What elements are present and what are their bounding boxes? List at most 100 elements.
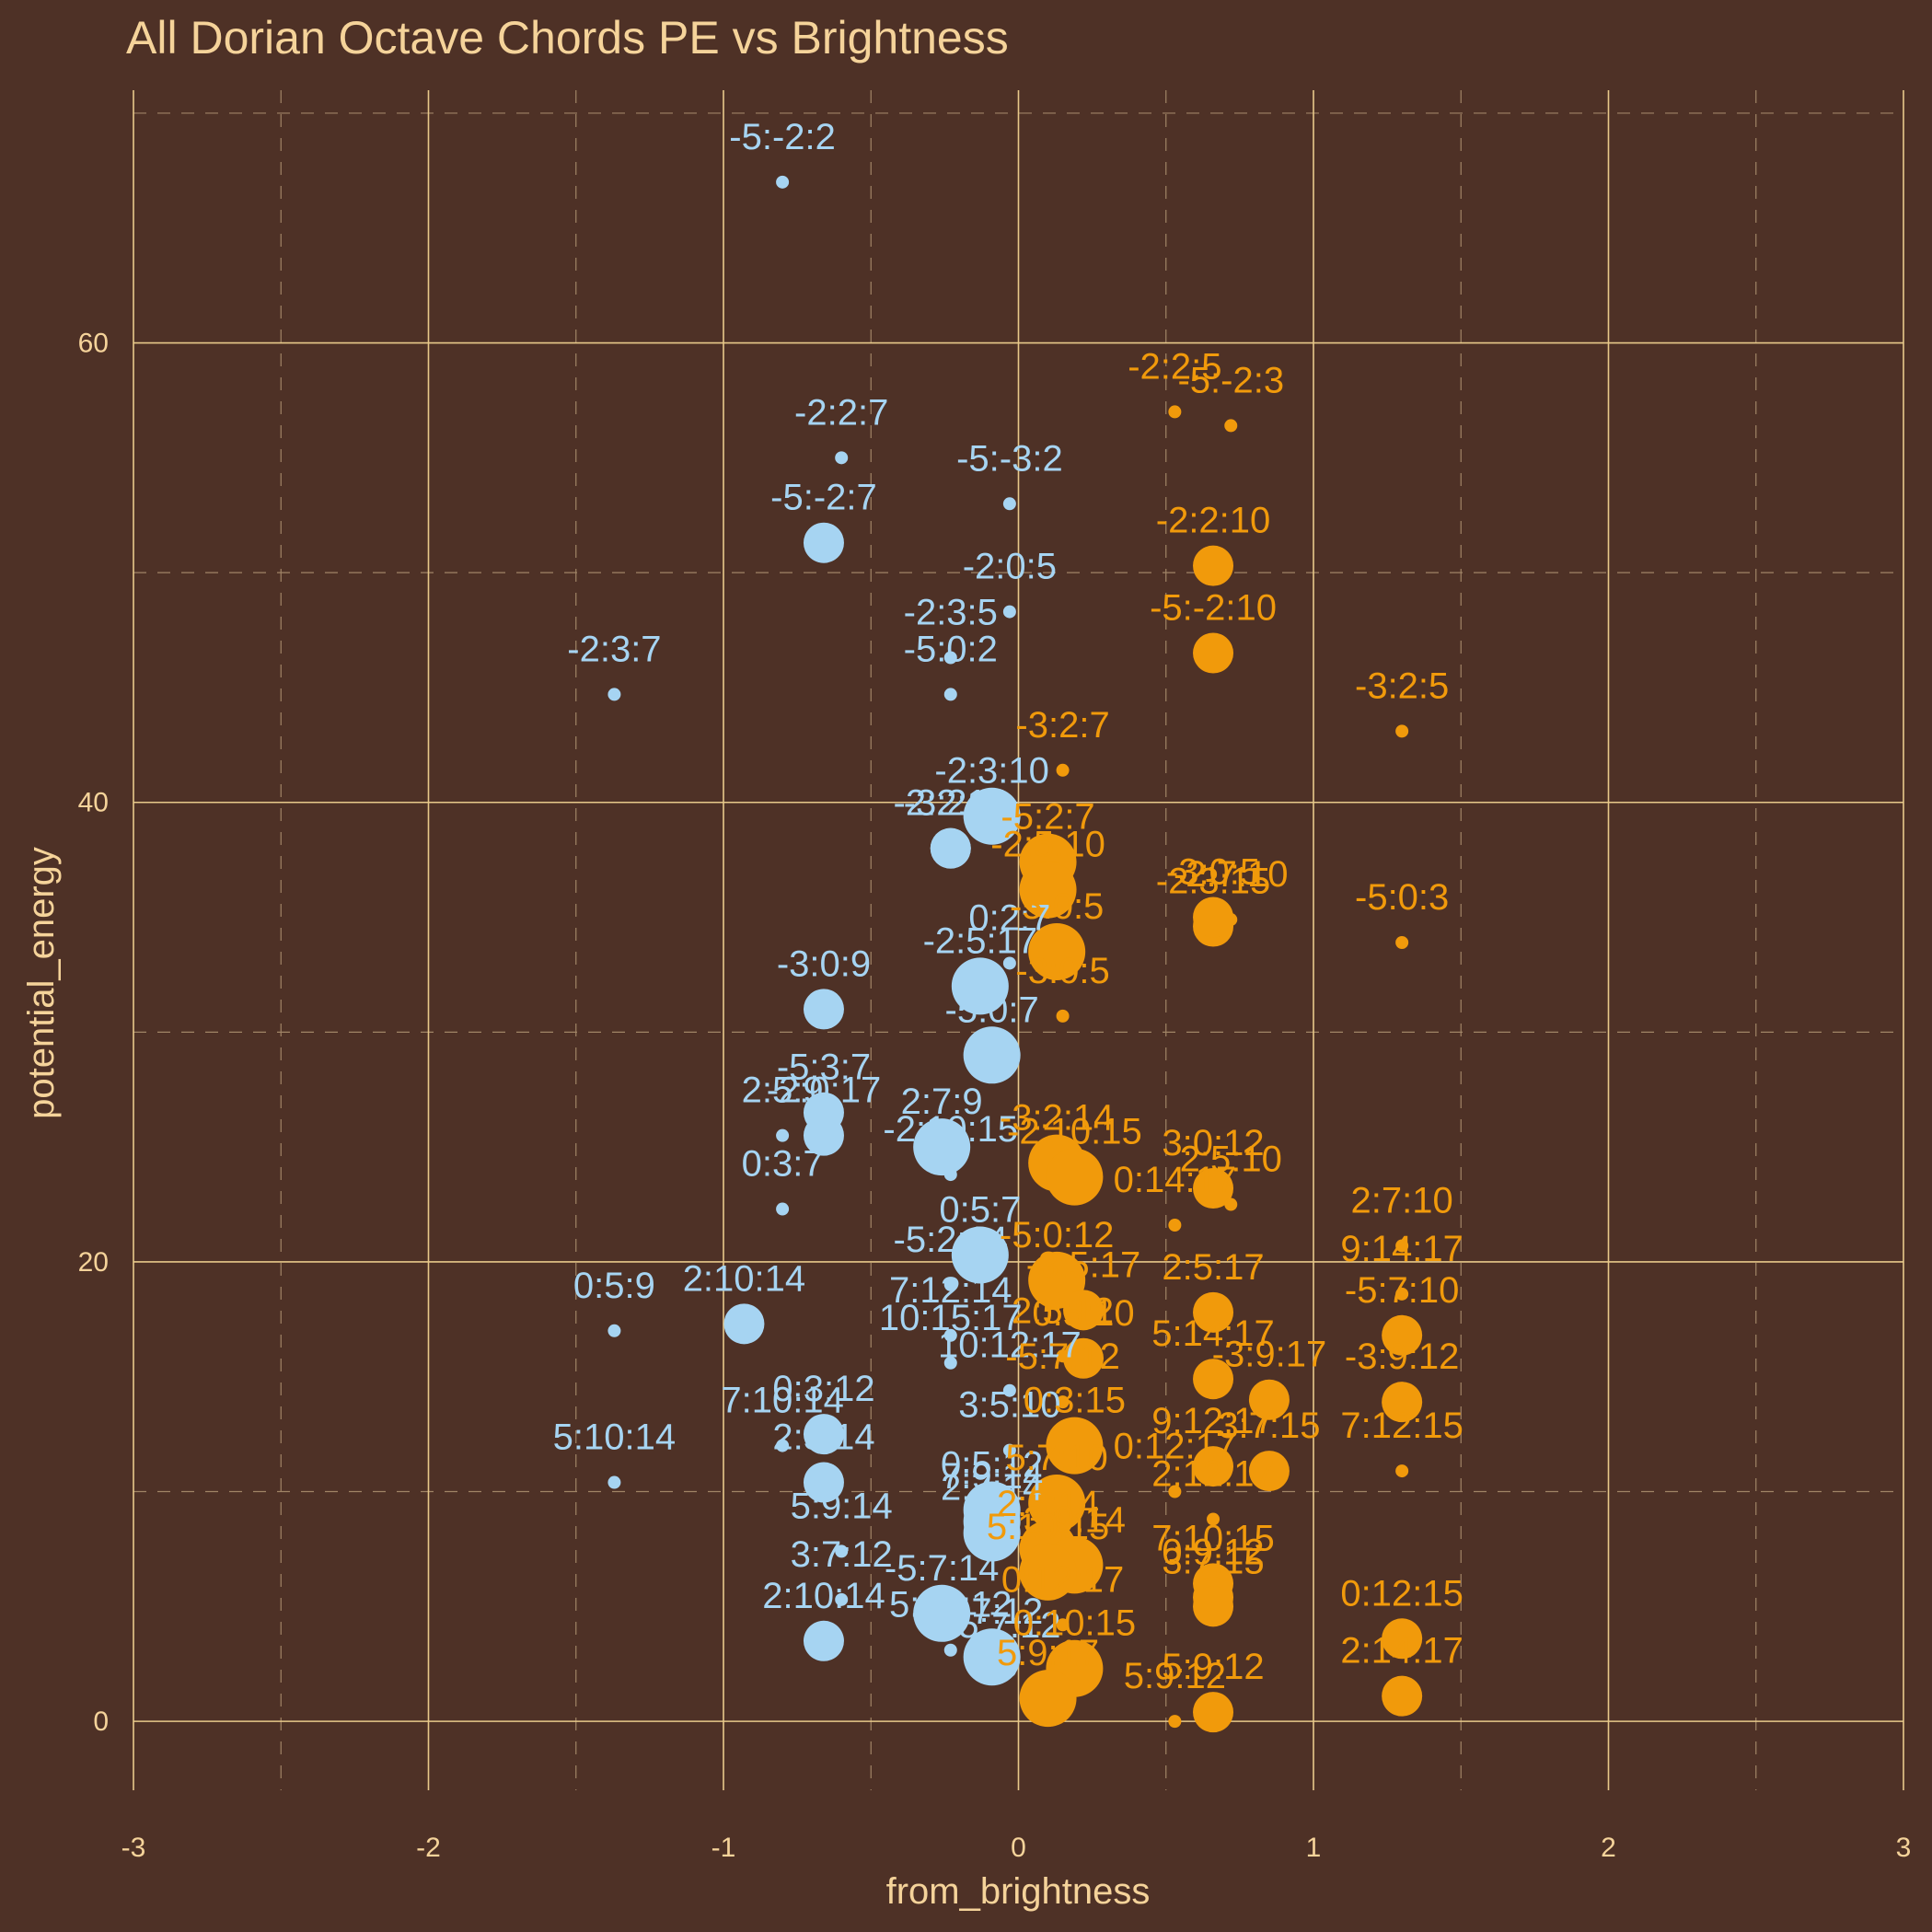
data-point <box>1395 1287 1409 1301</box>
data-label: 2:5:10 <box>1180 1140 1282 1180</box>
data-point <box>913 1118 971 1176</box>
y-tick-label: 60 <box>78 329 109 359</box>
data-label: 2:12:17 <box>1151 1453 1274 1494</box>
data-point <box>1063 1337 1105 1379</box>
data-point <box>963 1504 1021 1562</box>
y-axis-ticks: 0 20 40 60 <box>78 329 109 1738</box>
data-label: 3:7:15 <box>1218 1406 1320 1446</box>
data-label: 2:5:9 <box>742 1070 824 1111</box>
data-label: 2:5:12 <box>1012 1290 1114 1331</box>
data-label: 7:12:15 <box>1340 1406 1463 1446</box>
data-label: -2:2:10 <box>1156 501 1271 541</box>
data-point <box>803 1620 844 1661</box>
data-label: -5:2:14 <box>894 1220 1009 1260</box>
data-point <box>1056 1009 1070 1023</box>
data-label: -2:10:15 <box>1007 1112 1142 1152</box>
data-label: -2:3:7 <box>567 629 661 669</box>
data-point <box>951 1226 1009 1284</box>
data-point <box>1193 1446 1234 1487</box>
data-label: -2:5:17 <box>923 920 1038 961</box>
data-label: 0:3:15 <box>1024 1381 1126 1421</box>
data-point <box>1168 405 1182 419</box>
data-label: 0:12:17 <box>1114 1427 1236 1467</box>
data-label: 0:12:17 <box>1001 1559 1124 1600</box>
data-point <box>1395 1464 1409 1478</box>
data-label: 0:3:12 <box>772 1369 874 1409</box>
data-label: 5:9:12 <box>1162 1647 1264 1687</box>
data-label: -5:2:7 <box>1001 797 1094 838</box>
data-label: 2:10:14 <box>683 1258 805 1299</box>
data-point <box>943 1643 957 1657</box>
data-point <box>1046 1417 1104 1475</box>
data-point <box>1056 763 1070 777</box>
data-point <box>1168 1485 1182 1498</box>
data-label: 5:9:14 <box>791 1486 893 1526</box>
data-point <box>803 989 844 1030</box>
data-point <box>963 787 1021 845</box>
data-point <box>1382 1618 1423 1660</box>
data-point <box>1002 1383 1016 1397</box>
data-point <box>1382 1675 1423 1717</box>
data-point <box>1224 419 1238 433</box>
data-point <box>1193 545 1234 586</box>
data-point <box>1002 956 1016 970</box>
data-point <box>943 1328 957 1342</box>
chart-title: All Dorian Octave Chords PE vs Brightnes… <box>126 12 1009 64</box>
data-label: 2:10:14 <box>762 1576 885 1616</box>
data-point <box>607 1475 621 1489</box>
data-label: 2:7:14 <box>941 1467 1043 1508</box>
data-label: -3:2:14 <box>1000 1098 1115 1139</box>
data-point <box>943 651 957 665</box>
x-axis-title: from_brightness <box>886 1871 1151 1912</box>
data-label: -2:2:14 <box>894 783 1009 824</box>
data-point <box>607 688 621 701</box>
data-point <box>835 1592 849 1606</box>
data-label: 10:12:17 <box>938 1325 1082 1366</box>
data-label: 0:10:15 <box>1013 1603 1136 1644</box>
data-label: -5:0:5 <box>1010 886 1104 927</box>
data-point <box>1002 605 1016 619</box>
data-label: 2:7:10 <box>1351 1180 1453 1221</box>
data-label: -3:0:9 <box>777 943 871 984</box>
data-label: 5:10:15 <box>987 1507 1109 1547</box>
data-label: -3:9:17 <box>1212 1335 1327 1375</box>
data-point <box>1046 1148 1104 1206</box>
data-point <box>776 1128 790 1142</box>
data-label: -3:9:12 <box>1345 1336 1460 1377</box>
data-point <box>835 1544 849 1558</box>
data-point <box>1224 1197 1238 1211</box>
x-tick-label: -1 <box>711 1833 736 1863</box>
data-label: -2:10:15 <box>883 1109 1018 1150</box>
data-point <box>1193 1168 1234 1209</box>
data-point <box>1056 1395 1070 1409</box>
data-label: -5:-2:7 <box>770 478 877 518</box>
data-label: 2:7:9 <box>901 1082 983 1122</box>
data-label: -5:7:14 <box>885 1548 1000 1589</box>
data-label: 5:7:12 <box>958 1605 1060 1646</box>
data-point <box>951 957 1009 1015</box>
data-point <box>943 1356 957 1370</box>
data-label: -3:2:7 <box>1015 705 1109 746</box>
major-gridlines <box>133 90 1904 1790</box>
data-label: -2:0:17 <box>767 1070 882 1111</box>
data-label: 0:14:17 <box>1114 1160 1236 1200</box>
data-label: -2:7:10 <box>1174 854 1289 895</box>
x-tick-label: 1 <box>1306 1833 1322 1863</box>
data-point <box>1248 1379 1290 1420</box>
data-label: 2:5:17 <box>1162 1247 1264 1288</box>
x-tick-label: 0 <box>1011 1833 1026 1863</box>
data-point <box>1028 1475 1086 1533</box>
data-label: -5:0:7 <box>945 989 1039 1030</box>
data-points <box>607 175 1423 1733</box>
data-point <box>963 1026 1021 1084</box>
data-point <box>776 1439 790 1452</box>
data-point <box>930 827 971 869</box>
data-label: -2:3:15 <box>1156 862 1271 902</box>
data-label: 5:7:12 <box>941 1591 1043 1632</box>
data-point <box>943 1278 957 1291</box>
data-label: 3:9:14 <box>1024 1499 1126 1540</box>
data-label: -3:0:5 <box>1015 951 1109 991</box>
data-point <box>1002 497 1016 511</box>
data-label: 9:12:17 <box>1151 1401 1274 1441</box>
